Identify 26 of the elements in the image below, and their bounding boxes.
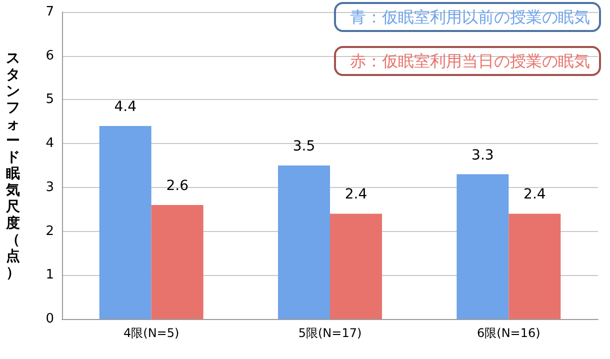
text: スタンフォード眠気尺度（点） [6,50,20,281]
y-tick-label: 4 [46,136,54,152]
data-label: 3.3 [472,147,494,164]
data-label: 3.5 [292,138,316,154]
data-label: 4.4 [114,99,137,116]
x-tick-label: 6限(N=16) [477,326,540,340]
bar [99,126,152,319]
y-tick-label: 7 [46,4,54,20]
y-tick-label: 2 [46,224,54,239]
bar [151,204,204,319]
data-label: 2.4 [344,186,368,203]
y-tick-label: 6 [46,48,54,64]
text: 赤：仮眠室利用当日の授業の眠気 [350,52,590,70]
y-tick-label: 5 [46,92,54,108]
bar [278,166,330,319]
data-label: 2.6 [166,178,189,194]
y-tick-label: 3 [46,180,54,195]
x-tick-label: 5限(N=17) [298,326,362,340]
bar [508,214,561,319]
y-tick-label: 0 [46,312,54,326]
bar [330,214,382,319]
bar [456,174,509,319]
x-tick-label: 4限(N=5) [123,326,180,340]
y-tick-label: 1 [46,268,54,283]
data-label: 2.4 [524,186,546,203]
text: 青：仮眠室利用以前の授業の眠気 [350,8,590,26]
